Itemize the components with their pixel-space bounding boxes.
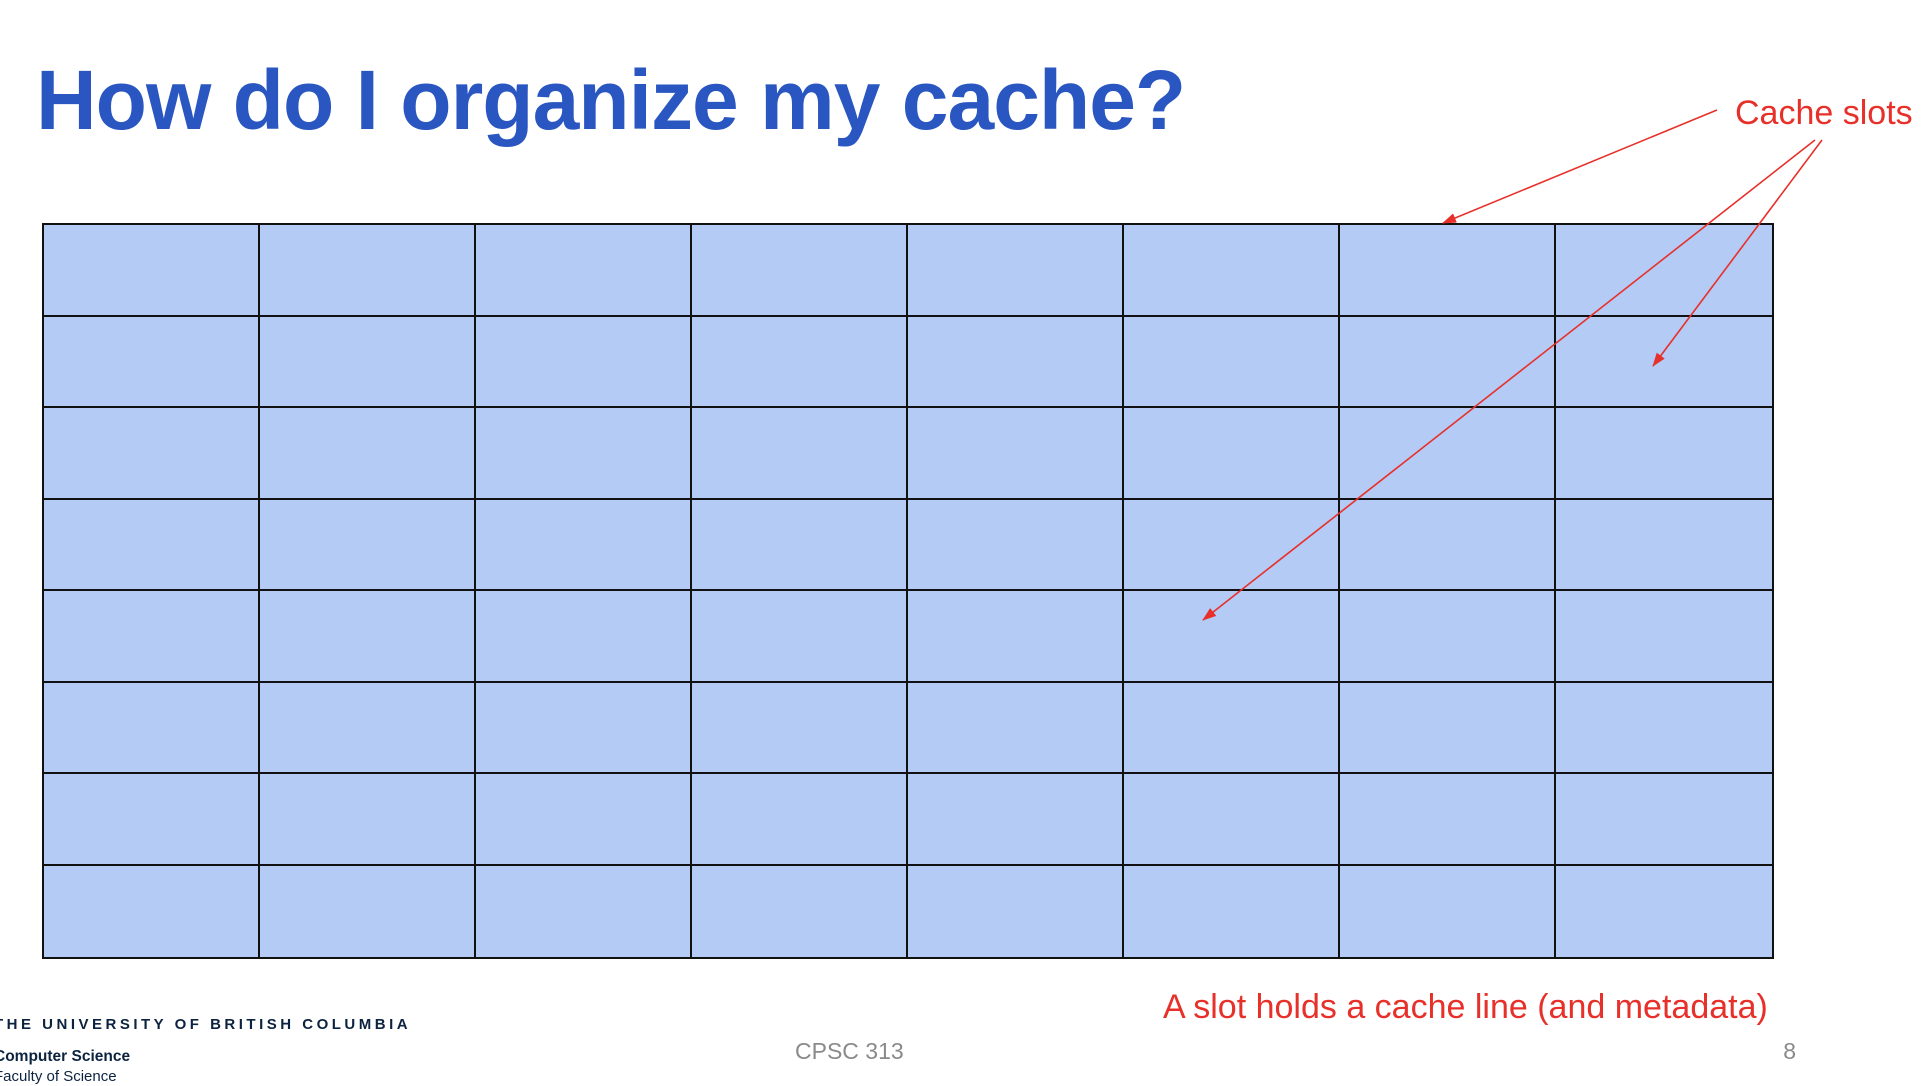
cache-slot bbox=[692, 316, 908, 408]
cache-slot bbox=[1340, 591, 1556, 683]
cache-slot bbox=[908, 225, 1124, 317]
footer-page-number: 8 bbox=[1783, 1038, 1796, 1064]
cache-slot bbox=[1124, 591, 1340, 683]
cache-slot bbox=[44, 865, 260, 957]
cache-slot bbox=[692, 591, 908, 683]
cache-slot bbox=[260, 225, 476, 317]
cache-slot bbox=[1340, 225, 1556, 317]
cache-slot bbox=[692, 499, 908, 591]
cache-line-label: A slot holds a cache line (and metadata) bbox=[1163, 988, 1768, 1026]
cache-slot bbox=[1556, 316, 1772, 408]
cache-slot bbox=[908, 591, 1124, 683]
cache-slot bbox=[692, 865, 908, 957]
cache-slot bbox=[1340, 499, 1556, 591]
cache-slot bbox=[1556, 865, 1772, 957]
cache-slot bbox=[44, 591, 260, 683]
cache-slot bbox=[908, 865, 1124, 957]
arrow-to-grid-top bbox=[1442, 109, 1718, 224]
cache-slot bbox=[692, 774, 908, 866]
cache-slot bbox=[908, 682, 1124, 774]
cache-slot bbox=[44, 225, 260, 317]
cache-slot bbox=[908, 499, 1124, 591]
cache-slot bbox=[1124, 774, 1340, 866]
cache-slot bbox=[44, 682, 260, 774]
cache-slot bbox=[1556, 682, 1772, 774]
ubc-department: Computer Science bbox=[0, 1048, 131, 1065]
cache-slot bbox=[476, 774, 692, 866]
cache-slot bbox=[1556, 774, 1772, 866]
cache-slot bbox=[1556, 591, 1772, 683]
cache-slot bbox=[476, 865, 692, 957]
cache-slot bbox=[260, 316, 476, 408]
cache-slot bbox=[1340, 408, 1556, 500]
ubc-faculty: Faculty of Science bbox=[0, 1068, 117, 1085]
cache-slot bbox=[1124, 316, 1340, 408]
cache-slot bbox=[692, 408, 908, 500]
cache-slot bbox=[1340, 865, 1556, 957]
cache-slot bbox=[908, 408, 1124, 500]
cache-slot bbox=[260, 408, 476, 500]
cache-slot bbox=[476, 682, 692, 774]
cache-grid bbox=[42, 223, 1774, 959]
cache-slot bbox=[1124, 499, 1340, 591]
cache-slot bbox=[1556, 408, 1772, 500]
cache-slot bbox=[44, 408, 260, 500]
cache-slot bbox=[1556, 499, 1772, 591]
cache-slot bbox=[260, 682, 476, 774]
cache-slots-label: Cache slots bbox=[1735, 94, 1913, 132]
cache-slot bbox=[908, 774, 1124, 866]
cache-slot bbox=[692, 225, 908, 317]
cache-slot bbox=[260, 865, 476, 957]
cache-slot bbox=[476, 591, 692, 683]
cache-slot bbox=[1124, 225, 1340, 317]
cache-slot bbox=[692, 682, 908, 774]
cache-slot bbox=[1124, 408, 1340, 500]
cache-slot bbox=[44, 774, 260, 866]
cache-slot bbox=[1340, 682, 1556, 774]
cache-slot bbox=[44, 316, 260, 408]
ubc-logo-block: THE UNIVERSITY OF BRITISH COLUMBIA Compu… bbox=[0, 1016, 411, 1085]
footer-course: CPSC 313 bbox=[795, 1038, 904, 1064]
cache-slot bbox=[1124, 682, 1340, 774]
ubc-university-name: THE UNIVERSITY OF BRITISH COLUMBIA bbox=[0, 1016, 412, 1033]
slide-title: How do I organize my cache? bbox=[36, 53, 1186, 147]
cache-slot bbox=[1556, 225, 1772, 317]
cache-slot bbox=[260, 774, 476, 866]
cache-slot bbox=[44, 499, 260, 591]
cache-slot bbox=[908, 316, 1124, 408]
cache-slot bbox=[476, 408, 692, 500]
cache-slot bbox=[1340, 774, 1556, 866]
cache-slot bbox=[1124, 865, 1340, 957]
cache-slot bbox=[476, 316, 692, 408]
cache-slot bbox=[260, 591, 476, 683]
cache-slot bbox=[476, 499, 692, 591]
cache-slot bbox=[260, 499, 476, 591]
cache-slot bbox=[476, 225, 692, 317]
cache-slot bbox=[1340, 316, 1556, 408]
